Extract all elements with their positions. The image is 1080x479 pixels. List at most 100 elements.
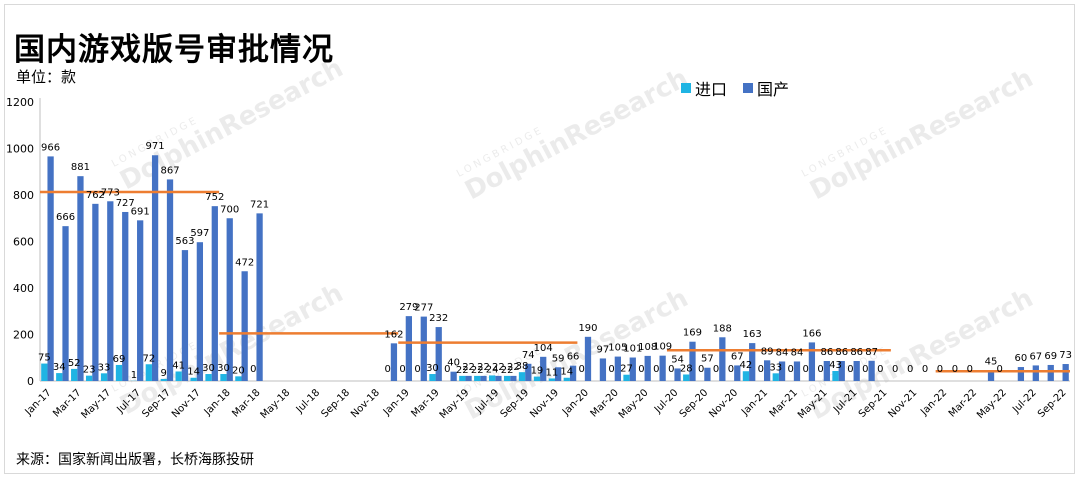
chart-frame bbox=[4, 4, 1075, 474]
data-label-import: 0 bbox=[997, 364, 1003, 375]
data-label-domestic: 721 bbox=[250, 199, 269, 210]
data-label-import: 30 bbox=[426, 363, 439, 374]
data-label-domestic: 597 bbox=[190, 228, 209, 239]
data-label-import: 22 bbox=[471, 365, 484, 376]
bar-import bbox=[56, 373, 63, 381]
x-tick-label: Mar-22 bbox=[947, 387, 979, 419]
bar-domestic bbox=[122, 211, 129, 381]
data-label-domestic: 867 bbox=[160, 165, 179, 176]
data-label-import: 11 bbox=[545, 367, 558, 378]
x-tick-label: May-22 bbox=[975, 387, 1009, 421]
data-label-import: 0 bbox=[758, 364, 764, 375]
bar-import bbox=[503, 375, 511, 381]
data-label-domestic: 881 bbox=[71, 162, 90, 173]
x-tick-label: Jan-20 bbox=[560, 387, 591, 418]
data-label-domestic: 279 bbox=[399, 302, 418, 313]
x-tick-label: Nov-20 bbox=[707, 387, 740, 420]
bar-domestic bbox=[1017, 367, 1025, 381]
bar-import bbox=[115, 364, 123, 381]
bar-domestic bbox=[1047, 364, 1054, 381]
bar-domestic bbox=[1032, 365, 1039, 381]
data-label-domestic: 971 bbox=[146, 141, 165, 152]
y-tick-label: 1200 bbox=[6, 96, 34, 109]
x-tick-label: May-21 bbox=[796, 387, 830, 421]
data-label-domestic: 277 bbox=[414, 303, 433, 314]
y-tick-label: 400 bbox=[13, 282, 34, 295]
data-label-domestic: 54 bbox=[671, 354, 684, 365]
x-tick-label: May-20 bbox=[617, 387, 651, 421]
bar-domestic bbox=[644, 355, 651, 381]
x-tick-label: Sep-21 bbox=[857, 387, 890, 420]
data-label-domestic: 97 bbox=[597, 344, 610, 355]
data-label-import: 0 bbox=[967, 364, 973, 375]
bar-import bbox=[548, 378, 555, 381]
x-tick-label: Jul-17 bbox=[115, 387, 144, 416]
data-label-import: 28 bbox=[680, 363, 693, 374]
bar-import bbox=[160, 378, 167, 381]
data-label-import: 0 bbox=[952, 364, 958, 375]
x-tick-label: Nov-21 bbox=[886, 387, 919, 420]
bar-domestic bbox=[510, 375, 517, 381]
data-label-domestic: 104 bbox=[534, 343, 553, 354]
data-label-domestic: 89 bbox=[761, 346, 774, 357]
data-label-import: 72 bbox=[142, 353, 155, 364]
data-label-import: 0 bbox=[922, 364, 928, 375]
bar-domestic bbox=[763, 360, 771, 381]
data-label-import: 22 bbox=[501, 365, 514, 376]
data-label-import: 0 bbox=[862, 364, 868, 375]
data-label-domestic: 45 bbox=[985, 357, 998, 368]
data-label-import: 0 bbox=[399, 364, 405, 375]
data-label-domestic: 67 bbox=[1029, 351, 1042, 362]
data-label-import: 41 bbox=[172, 360, 185, 371]
data-label-domestic: 700 bbox=[220, 204, 239, 215]
bar-domestic bbox=[196, 242, 204, 381]
bar-domestic bbox=[614, 356, 621, 381]
legend-swatch-domestic bbox=[743, 83, 754, 93]
x-tick-label: Jan-18 bbox=[202, 387, 233, 418]
data-label-domestic: 69 bbox=[1044, 351, 1057, 362]
bar-domestic bbox=[540, 356, 547, 381]
x-tick-label: Jul-19 bbox=[473, 387, 502, 416]
legend-item-domestic: 国产 bbox=[743, 76, 789, 100]
bar-import bbox=[518, 372, 526, 381]
y-tick-label: 800 bbox=[13, 189, 34, 202]
data-label-import: 20 bbox=[232, 365, 245, 376]
bar-domestic bbox=[77, 176, 84, 381]
bar-domestic bbox=[838, 361, 845, 381]
data-label-import: 27 bbox=[620, 364, 633, 375]
bar-domestic bbox=[226, 218, 233, 381]
x-tick-label: Nov-18 bbox=[349, 387, 382, 420]
bar-import bbox=[100, 373, 108, 381]
x-tick-label: Jan-19 bbox=[381, 387, 412, 418]
bar-domestic bbox=[808, 342, 816, 381]
data-label-domestic: 60 bbox=[1015, 353, 1028, 364]
data-label-import: 69 bbox=[113, 354, 126, 365]
data-label-import: 0 bbox=[937, 364, 943, 375]
data-label-domestic: 22 bbox=[492, 362, 505, 373]
x-tick-label: Sep-19 bbox=[499, 387, 532, 420]
data-label-domestic: 169 bbox=[683, 328, 702, 339]
x-tick-label: Nov-19 bbox=[528, 387, 561, 420]
bar-domestic bbox=[629, 357, 636, 381]
legend: 进口 国产 bbox=[681, 76, 805, 100]
data-label-domestic: 166 bbox=[802, 328, 821, 339]
data-label-import: 14 bbox=[560, 367, 573, 378]
bar-domestic bbox=[420, 316, 427, 381]
data-label-import: 0 bbox=[877, 364, 883, 375]
legend-item-import: 进口 bbox=[681, 76, 727, 100]
bar-domestic bbox=[241, 271, 248, 381]
data-label-domestic: 105 bbox=[608, 343, 627, 354]
data-label-domestic: 727 bbox=[116, 198, 135, 209]
data-label-import: 9 bbox=[161, 368, 167, 379]
x-tick-label: Sep-18 bbox=[319, 387, 352, 420]
bar-domestic bbox=[868, 360, 875, 381]
data-label-domestic: 86 bbox=[835, 347, 848, 358]
data-label-import: 33 bbox=[98, 362, 111, 373]
data-label-domestic: 22 bbox=[507, 362, 520, 373]
bar-domestic bbox=[62, 226, 69, 381]
data-label-domestic: 74 bbox=[522, 350, 535, 361]
data-label-import: 24 bbox=[486, 364, 499, 375]
data-label-import: 0 bbox=[444, 364, 450, 375]
bar-import bbox=[489, 375, 496, 381]
data-label-domestic: 66 bbox=[567, 352, 580, 363]
